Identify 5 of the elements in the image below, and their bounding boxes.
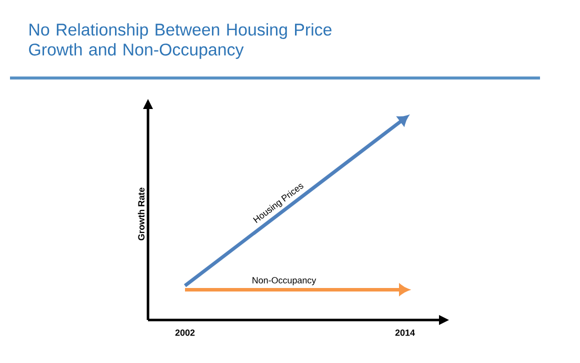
x-tick-label: 2002 bbox=[175, 330, 195, 336]
x-tick-label: 2014 bbox=[395, 330, 415, 336]
y-axis-title: Growth Rate bbox=[138, 188, 144, 240]
series-label: Non-Occupancy bbox=[252, 277, 316, 286]
chart-title: No Relationship Between Housing Price Growth and Non-Occupancy bbox=[29, 23, 332, 59]
